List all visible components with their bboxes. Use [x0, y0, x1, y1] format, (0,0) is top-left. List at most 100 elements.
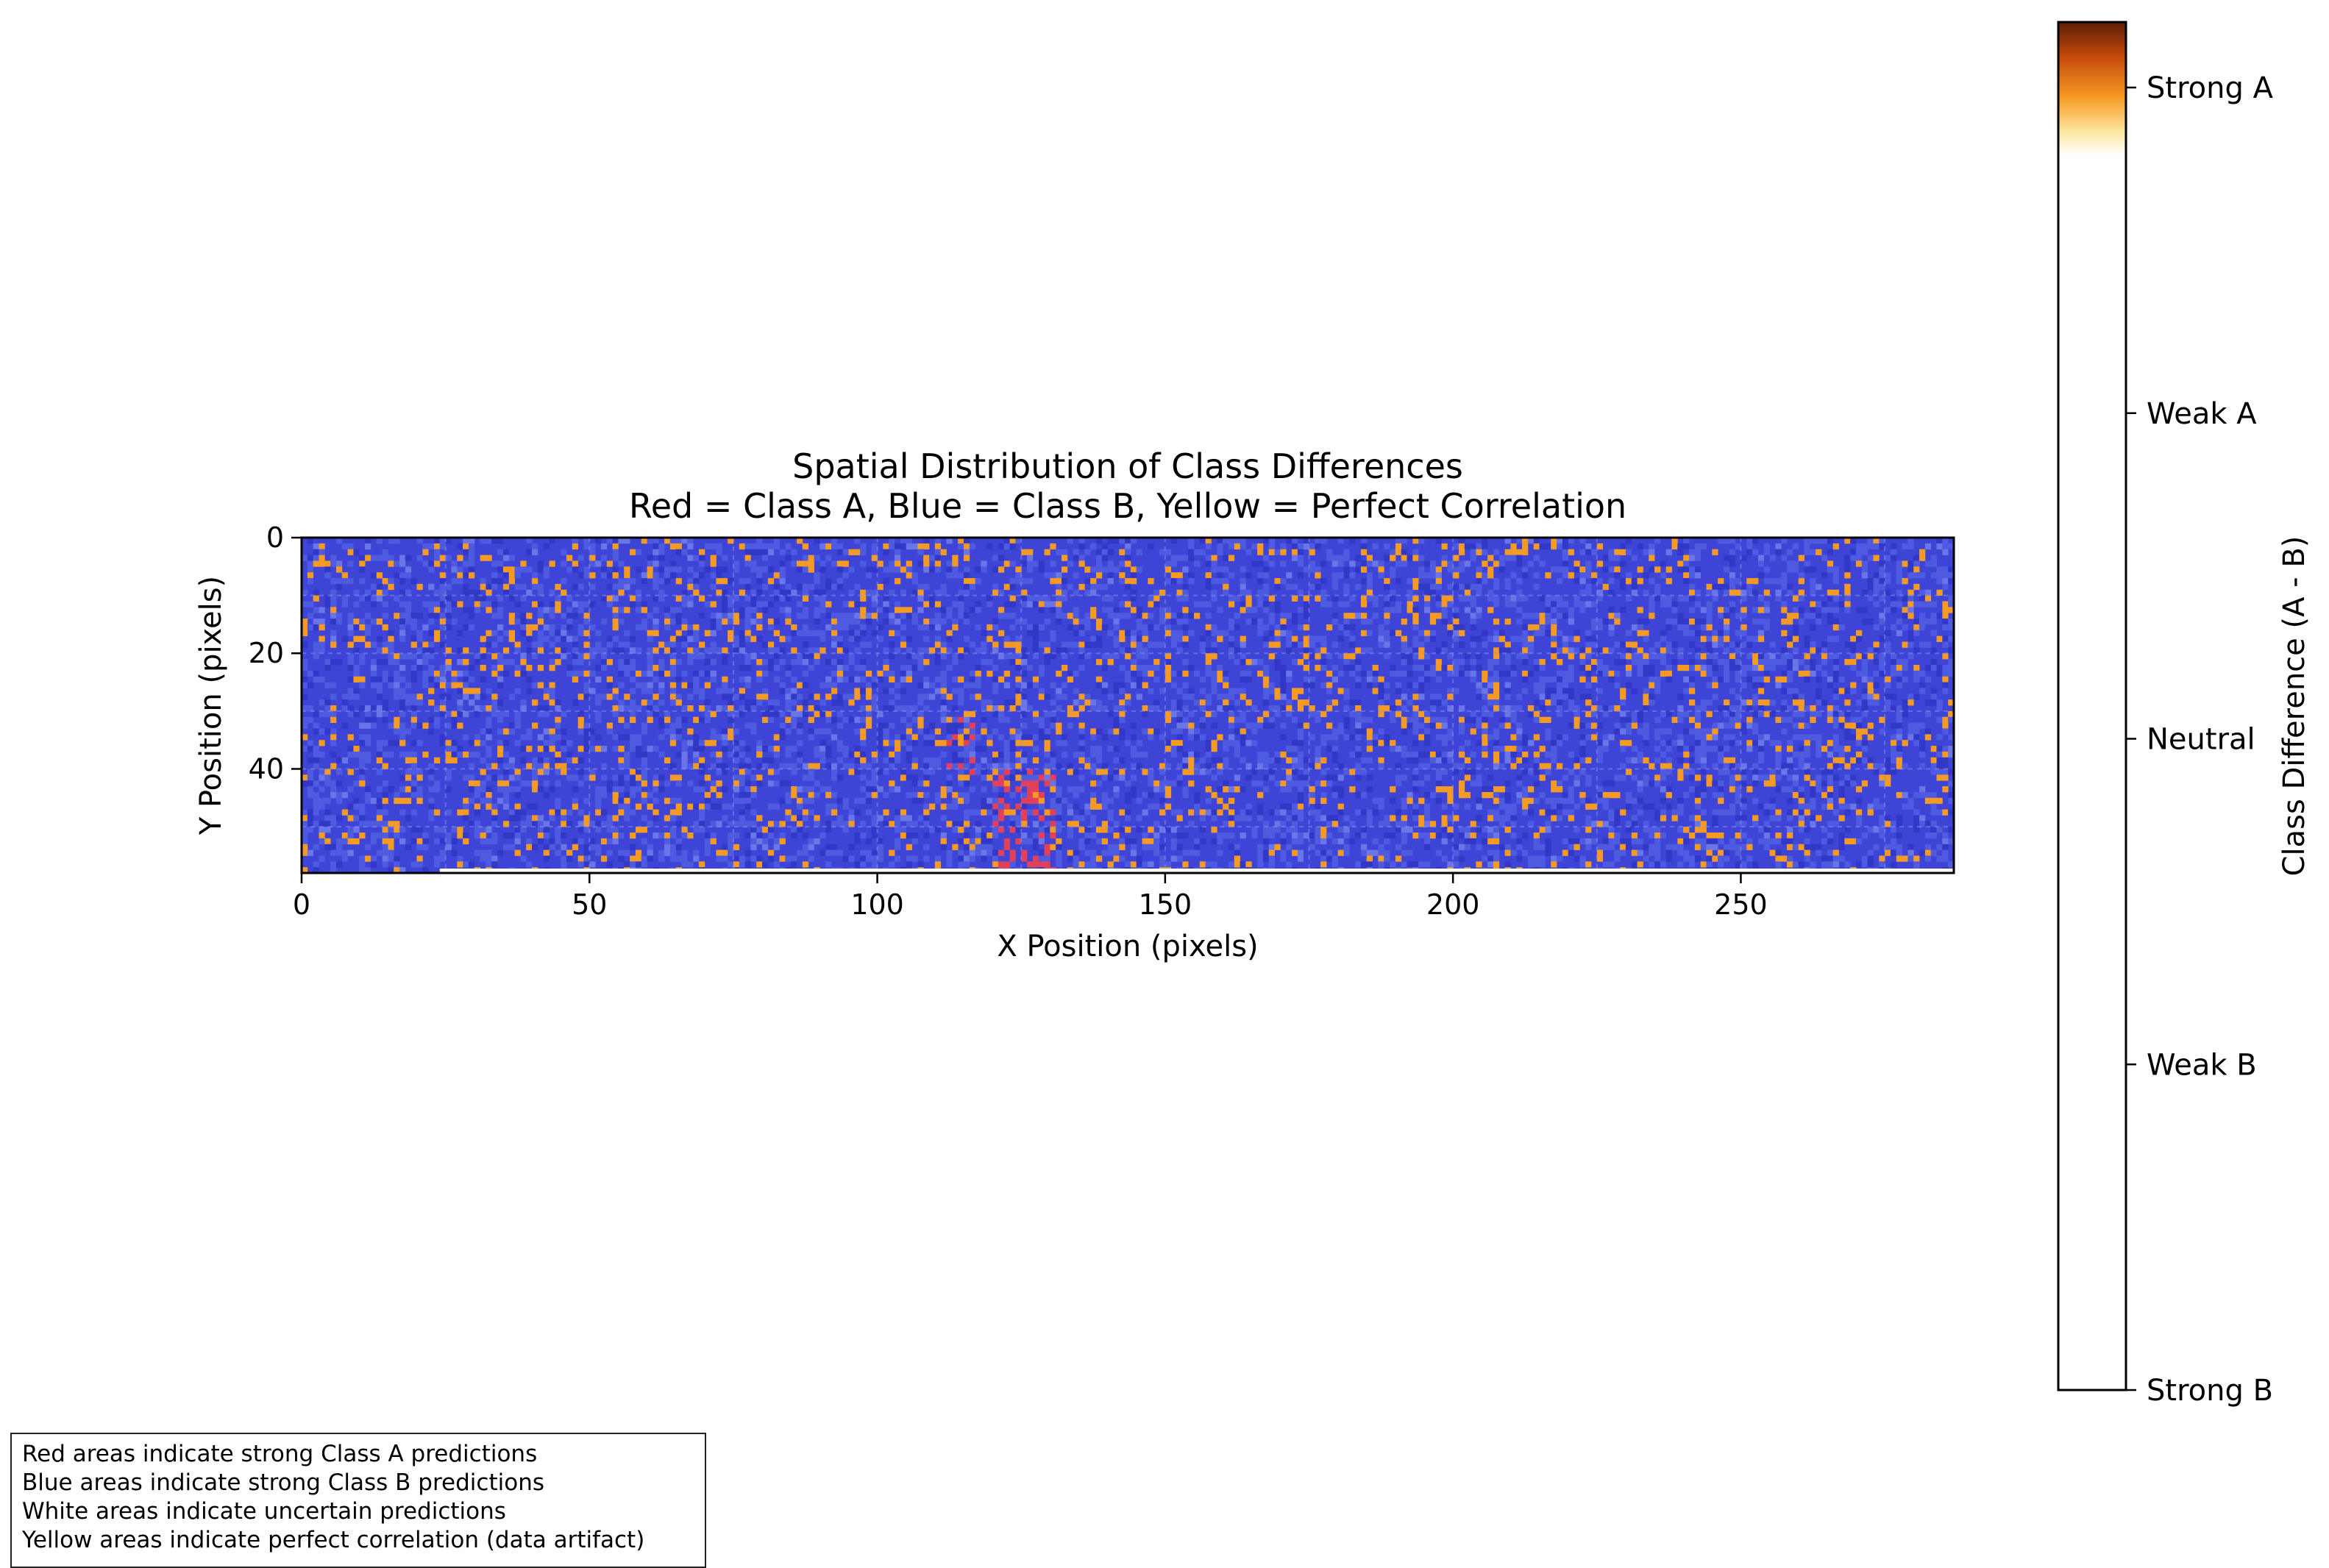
heatmap-cell — [814, 538, 820, 544]
heatmap-cell — [1349, 635, 1356, 642]
heatmap-cell — [981, 705, 987, 712]
heatmap-cell — [1107, 710, 1114, 718]
heatmap-cell — [630, 734, 636, 741]
heatmap-cell — [728, 705, 734, 712]
heatmap-cell — [1568, 699, 1574, 706]
heatmap-cell — [1787, 619, 1793, 625]
heatmap-cell — [537, 635, 544, 642]
heatmap-cell — [1453, 670, 1459, 677]
heatmap-cell — [906, 566, 912, 573]
heatmap-cell — [1683, 538, 1690, 544]
heatmap-cell — [474, 705, 480, 712]
heatmap-cell — [1315, 716, 1321, 723]
heatmap-cell — [785, 694, 792, 700]
heatmap-cell — [1625, 595, 1632, 602]
heatmap-cell — [940, 583, 947, 591]
heatmap-cell — [998, 543, 1005, 550]
heatmap-cell — [1435, 716, 1442, 723]
heatmap-cell — [836, 757, 844, 764]
heatmap-cell — [1867, 734, 1874, 741]
heatmap-cell — [722, 659, 728, 666]
heatmap-cell — [416, 694, 423, 700]
heatmap-cell — [1890, 746, 1897, 752]
heatmap-cell — [1315, 543, 1321, 550]
heatmap-cell — [1292, 740, 1298, 746]
heatmap-cell — [1412, 705, 1419, 712]
heatmap-cell — [1343, 734, 1350, 741]
heatmap-cell — [687, 763, 694, 769]
heatmap-cell — [1101, 607, 1109, 613]
heatmap-cell — [728, 728, 734, 735]
heatmap-cell — [555, 583, 561, 591]
heatmap-cell — [1867, 555, 1874, 561]
heatmap-cell — [319, 699, 325, 706]
heatmap-cell — [906, 647, 912, 654]
heatmap-cell — [860, 549, 867, 555]
heatmap-cell — [1787, 757, 1793, 764]
heatmap-cell — [1810, 601, 1816, 607]
heatmap-cell — [1038, 728, 1045, 735]
heatmap-cell — [451, 619, 458, 625]
heatmap-cell — [762, 583, 769, 591]
heatmap-cell — [1590, 659, 1598, 666]
heatmap-cell — [1936, 572, 1943, 579]
heatmap-cell — [520, 619, 527, 625]
heatmap-cell — [981, 746, 987, 752]
heatmap-cell — [428, 688, 435, 694]
heatmap-cell — [1447, 734, 1454, 741]
heatmap-cell — [1441, 613, 1448, 619]
heatmap-cell — [814, 572, 820, 579]
heatmap-cell — [1585, 647, 1592, 654]
heatmap-cell — [1752, 676, 1759, 683]
heatmap-cell — [468, 688, 475, 694]
heatmap-cell — [1746, 578, 1753, 585]
heatmap-cell — [1056, 763, 1062, 769]
heatmap-cell — [1119, 716, 1126, 723]
heatmap-cell — [307, 601, 314, 607]
heatmap-cell — [1188, 578, 1195, 585]
heatmap-cell — [606, 659, 613, 666]
heatmap-cell — [1712, 583, 1718, 591]
heatmap-cell — [1107, 694, 1114, 700]
heatmap-cell — [1038, 595, 1045, 602]
heatmap-cell — [1476, 635, 1482, 642]
heatmap-cell — [1757, 560, 1765, 567]
heatmap-cell — [1476, 682, 1482, 688]
heatmap-cell — [1435, 664, 1442, 671]
heatmap-cell — [739, 578, 745, 585]
heatmap-cell — [814, 653, 820, 660]
heatmap-cell — [1850, 549, 1857, 555]
heatmap-cell — [1896, 751, 1902, 758]
heatmap-cell — [934, 676, 942, 683]
heatmap-cell — [1723, 659, 1730, 666]
heatmap-cell — [486, 705, 492, 712]
heatmap-cell — [1527, 635, 1535, 642]
heatmap-cell — [347, 653, 354, 660]
heatmap-cell — [1850, 555, 1857, 561]
heatmap-cell — [445, 682, 452, 688]
heatmap-cell — [923, 635, 930, 642]
heatmap-cell — [797, 722, 803, 729]
heatmap-cell — [1435, 572, 1442, 579]
heatmap-cell — [457, 688, 463, 694]
heatmap-cell — [1665, 624, 1672, 631]
heatmap-cell — [1355, 647, 1362, 654]
heatmap-cell — [1193, 728, 1201, 735]
heatmap-cell — [1919, 722, 1926, 729]
heatmap-cell — [1003, 746, 1010, 752]
heatmap-cell — [445, 659, 452, 666]
heatmap-cell — [1401, 659, 1407, 666]
heatmap-cell — [382, 549, 388, 555]
heatmap-cell — [1620, 746, 1626, 752]
heatmap-cell — [762, 716, 769, 723]
heatmap-cell — [906, 751, 912, 758]
heatmap-cell — [923, 560, 930, 567]
heatmap-cell — [1062, 734, 1068, 741]
heatmap-cell — [399, 560, 406, 567]
heatmap-cell — [1649, 676, 1655, 683]
heatmap-cell — [1539, 705, 1546, 712]
heatmap-cell — [1694, 716, 1702, 723]
heatmap-cell — [1885, 647, 1891, 654]
heatmap-cell — [653, 607, 659, 613]
heatmap-cell — [1757, 664, 1765, 671]
